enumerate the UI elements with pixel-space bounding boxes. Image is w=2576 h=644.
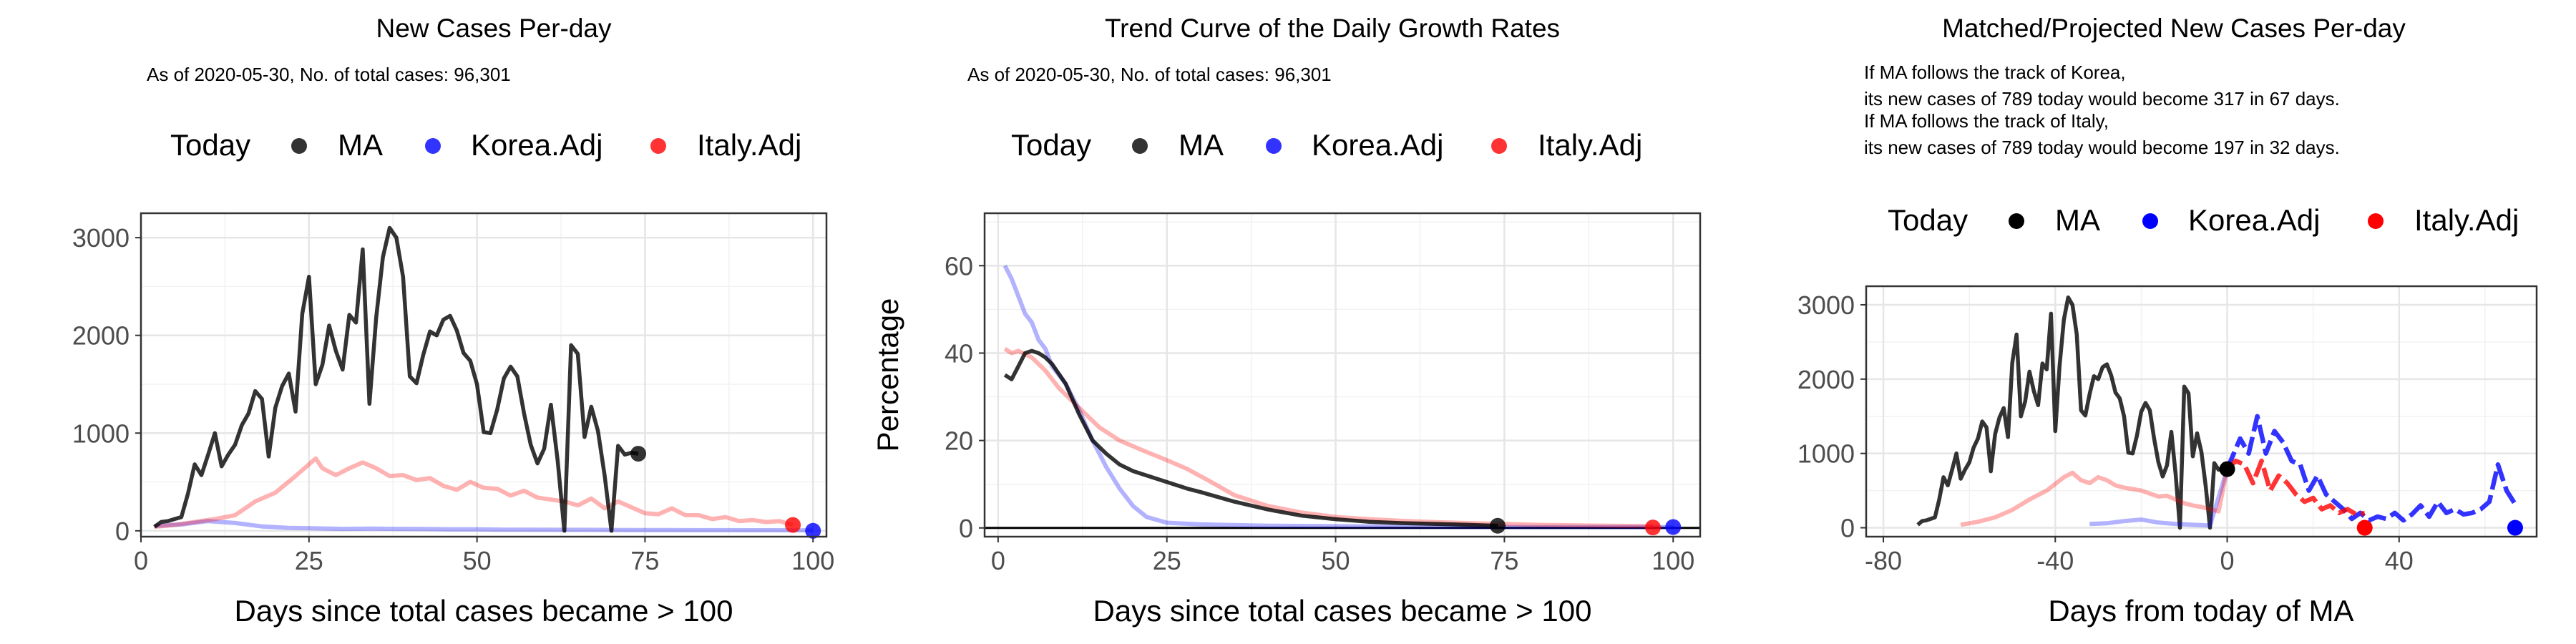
legend-title: Today [170, 128, 250, 162]
y-tick-label: 1000 [72, 419, 130, 448]
y-tick-label: 0 [1840, 514, 1855, 543]
chart-growth-rates: Trend Curve of the Daily Growth Rates As… [871, 14, 1702, 628]
legend-label-italy: Italy.Adj [1538, 128, 1642, 162]
x-axis-label: Days from today of MA [2048, 594, 2353, 628]
y-tick-label: 60 [945, 251, 973, 280]
series-layer [1916, 295, 2517, 530]
x-tick-label: 40 [2385, 546, 2414, 575]
x-tick-label: 25 [295, 546, 323, 575]
legend-key-ma [291, 138, 307, 154]
today-point-ma [1489, 517, 1506, 534]
series-line-ma [1916, 295, 2228, 530]
legend-key-korea [2142, 213, 2158, 229]
annotation-line: its new cases of 789 today would become … [1864, 88, 2340, 109]
series-line-korea-adj-projection [2225, 414, 2517, 523]
x-tick-label: 75 [1490, 546, 1518, 575]
plot-background [985, 213, 1700, 537]
legend-key-italy [2368, 213, 2384, 229]
today-point-italy-adj [785, 517, 801, 533]
y-axis-label: Percentage [871, 298, 904, 452]
today-point-ma [2219, 461, 2235, 477]
plot-background [141, 213, 826, 537]
x-tick-label: 0 [991, 546, 1005, 575]
x-tick-label: 0 [2220, 546, 2235, 575]
y-tick-label: 2000 [72, 321, 130, 351]
plot-background [1866, 286, 2537, 537]
annotation-line: its new cases of 789 today would become … [1864, 137, 2340, 158]
chart-new-cases: New Cases Per-day As of 2020-05-30, No. … [72, 14, 834, 628]
y-tick-label: 1000 [1797, 439, 1855, 469]
legend-title: Today [1888, 203, 1968, 237]
y-tick-label: 3000 [72, 223, 130, 253]
legend-label-ma: MA [1179, 128, 1224, 162]
x-tick-label: 0 [134, 546, 148, 575]
legend: Today MA Korea.Adj Italy.Adj [1011, 128, 1642, 162]
series-layer [153, 225, 814, 533]
y-tick-label: 20 [945, 426, 973, 456]
panel-border [1865, 285, 2538, 538]
projection-annotation: If MA follows the track of Korea, its ne… [1864, 62, 2340, 158]
legend: Today MA Korea.Adj Italy.Adj [170, 128, 801, 162]
y-tick-label: 0 [115, 517, 130, 546]
legend-label-italy: Italy.Adj [2414, 203, 2519, 237]
panel-border [983, 212, 1702, 538]
x-tick-label: 25 [1153, 546, 1181, 575]
today-point-korea-adj [1665, 519, 1682, 535]
legend-key-korea [1266, 138, 1282, 154]
x-tick-label: 50 [1322, 546, 1350, 575]
today-point-korea-adj [2507, 519, 2523, 536]
plot-panel: 0 25 50 75 100 0 20 40 60 [945, 212, 1702, 575]
annotation-line: If MA follows the track of Korea, [1864, 62, 2126, 83]
annotation-line: If MA follows the track of Italy, [1864, 110, 2109, 132]
chart-title: Trend Curve of the Daily Growth Rates [1105, 14, 1560, 43]
series-line-korea-adj-history [2089, 468, 2230, 528]
series-line-korea-adj [154, 519, 814, 533]
x-tick-label: -40 [2036, 546, 2074, 575]
x-tick-label: 100 [1652, 546, 1694, 575]
series-line-ma [153, 225, 639, 533]
series-line-italy-adj-history [1960, 469, 2230, 527]
series-line-italy-adj [154, 456, 794, 530]
x-tick-label: 100 [791, 546, 834, 575]
legend-label-ma: MA [338, 128, 383, 162]
legend-label-italy: Italy.Adj [697, 128, 801, 162]
x-axis-label: Days since total cases became > 100 [235, 594, 733, 628]
x-tick-label: 75 [630, 546, 659, 575]
today-point-italy-adj [1644, 519, 1661, 536]
legend-label-ma: MA [2055, 203, 2100, 237]
x-axis-label: Days since total cases became > 100 [1093, 594, 1592, 628]
y-tick-label: 3000 [1797, 291, 1855, 320]
x-tick-label: 50 [463, 546, 492, 575]
plot-panel: -80 -40 0 40 0 1000 2000 3000 [1797, 285, 2538, 575]
today-point-italy-adj [2356, 519, 2373, 536]
y-tick-label: 0 [959, 514, 973, 543]
chart-projected-cases: Matched/Projected New Cases Per-day If M… [1797, 14, 2538, 628]
legend-label-korea: Korea.Adj [2188, 203, 2320, 237]
series-line-ma [1003, 348, 1498, 528]
x-tick-label: -80 [1865, 546, 1902, 575]
series-line-italy-adj-projection [2225, 458, 2366, 517]
legend-key-italy [1491, 138, 1507, 154]
y-tick-label: 40 [945, 338, 973, 368]
legend: Today MA Korea.Adj Italy.Adj [1888, 203, 2519, 237]
legend-key-ma [1132, 138, 1148, 154]
today-point-ma [630, 446, 647, 462]
legend-title: Today [1011, 128, 1091, 162]
legend-label-korea: Korea.Adj [471, 128, 602, 162]
chart-title: New Cases Per-day [376, 14, 612, 43]
today-point-korea-adj [805, 522, 821, 539]
y-tick-label: 2000 [1797, 365, 1855, 394]
legend-label-korea: Korea.Adj [1312, 128, 1443, 162]
panel-border [140, 212, 828, 538]
legend-key-italy [650, 138, 666, 154]
chart-subtitle: As of 2020-05-30, No. of total cases: 96… [147, 64, 511, 85]
legend-key-ma [2009, 213, 2024, 229]
chart-title: Matched/Projected New Cases Per-day [1942, 14, 2406, 43]
chart-subtitle: As of 2020-05-30, No. of total cases: 96… [967, 64, 1332, 85]
legend-key-korea [425, 138, 441, 154]
